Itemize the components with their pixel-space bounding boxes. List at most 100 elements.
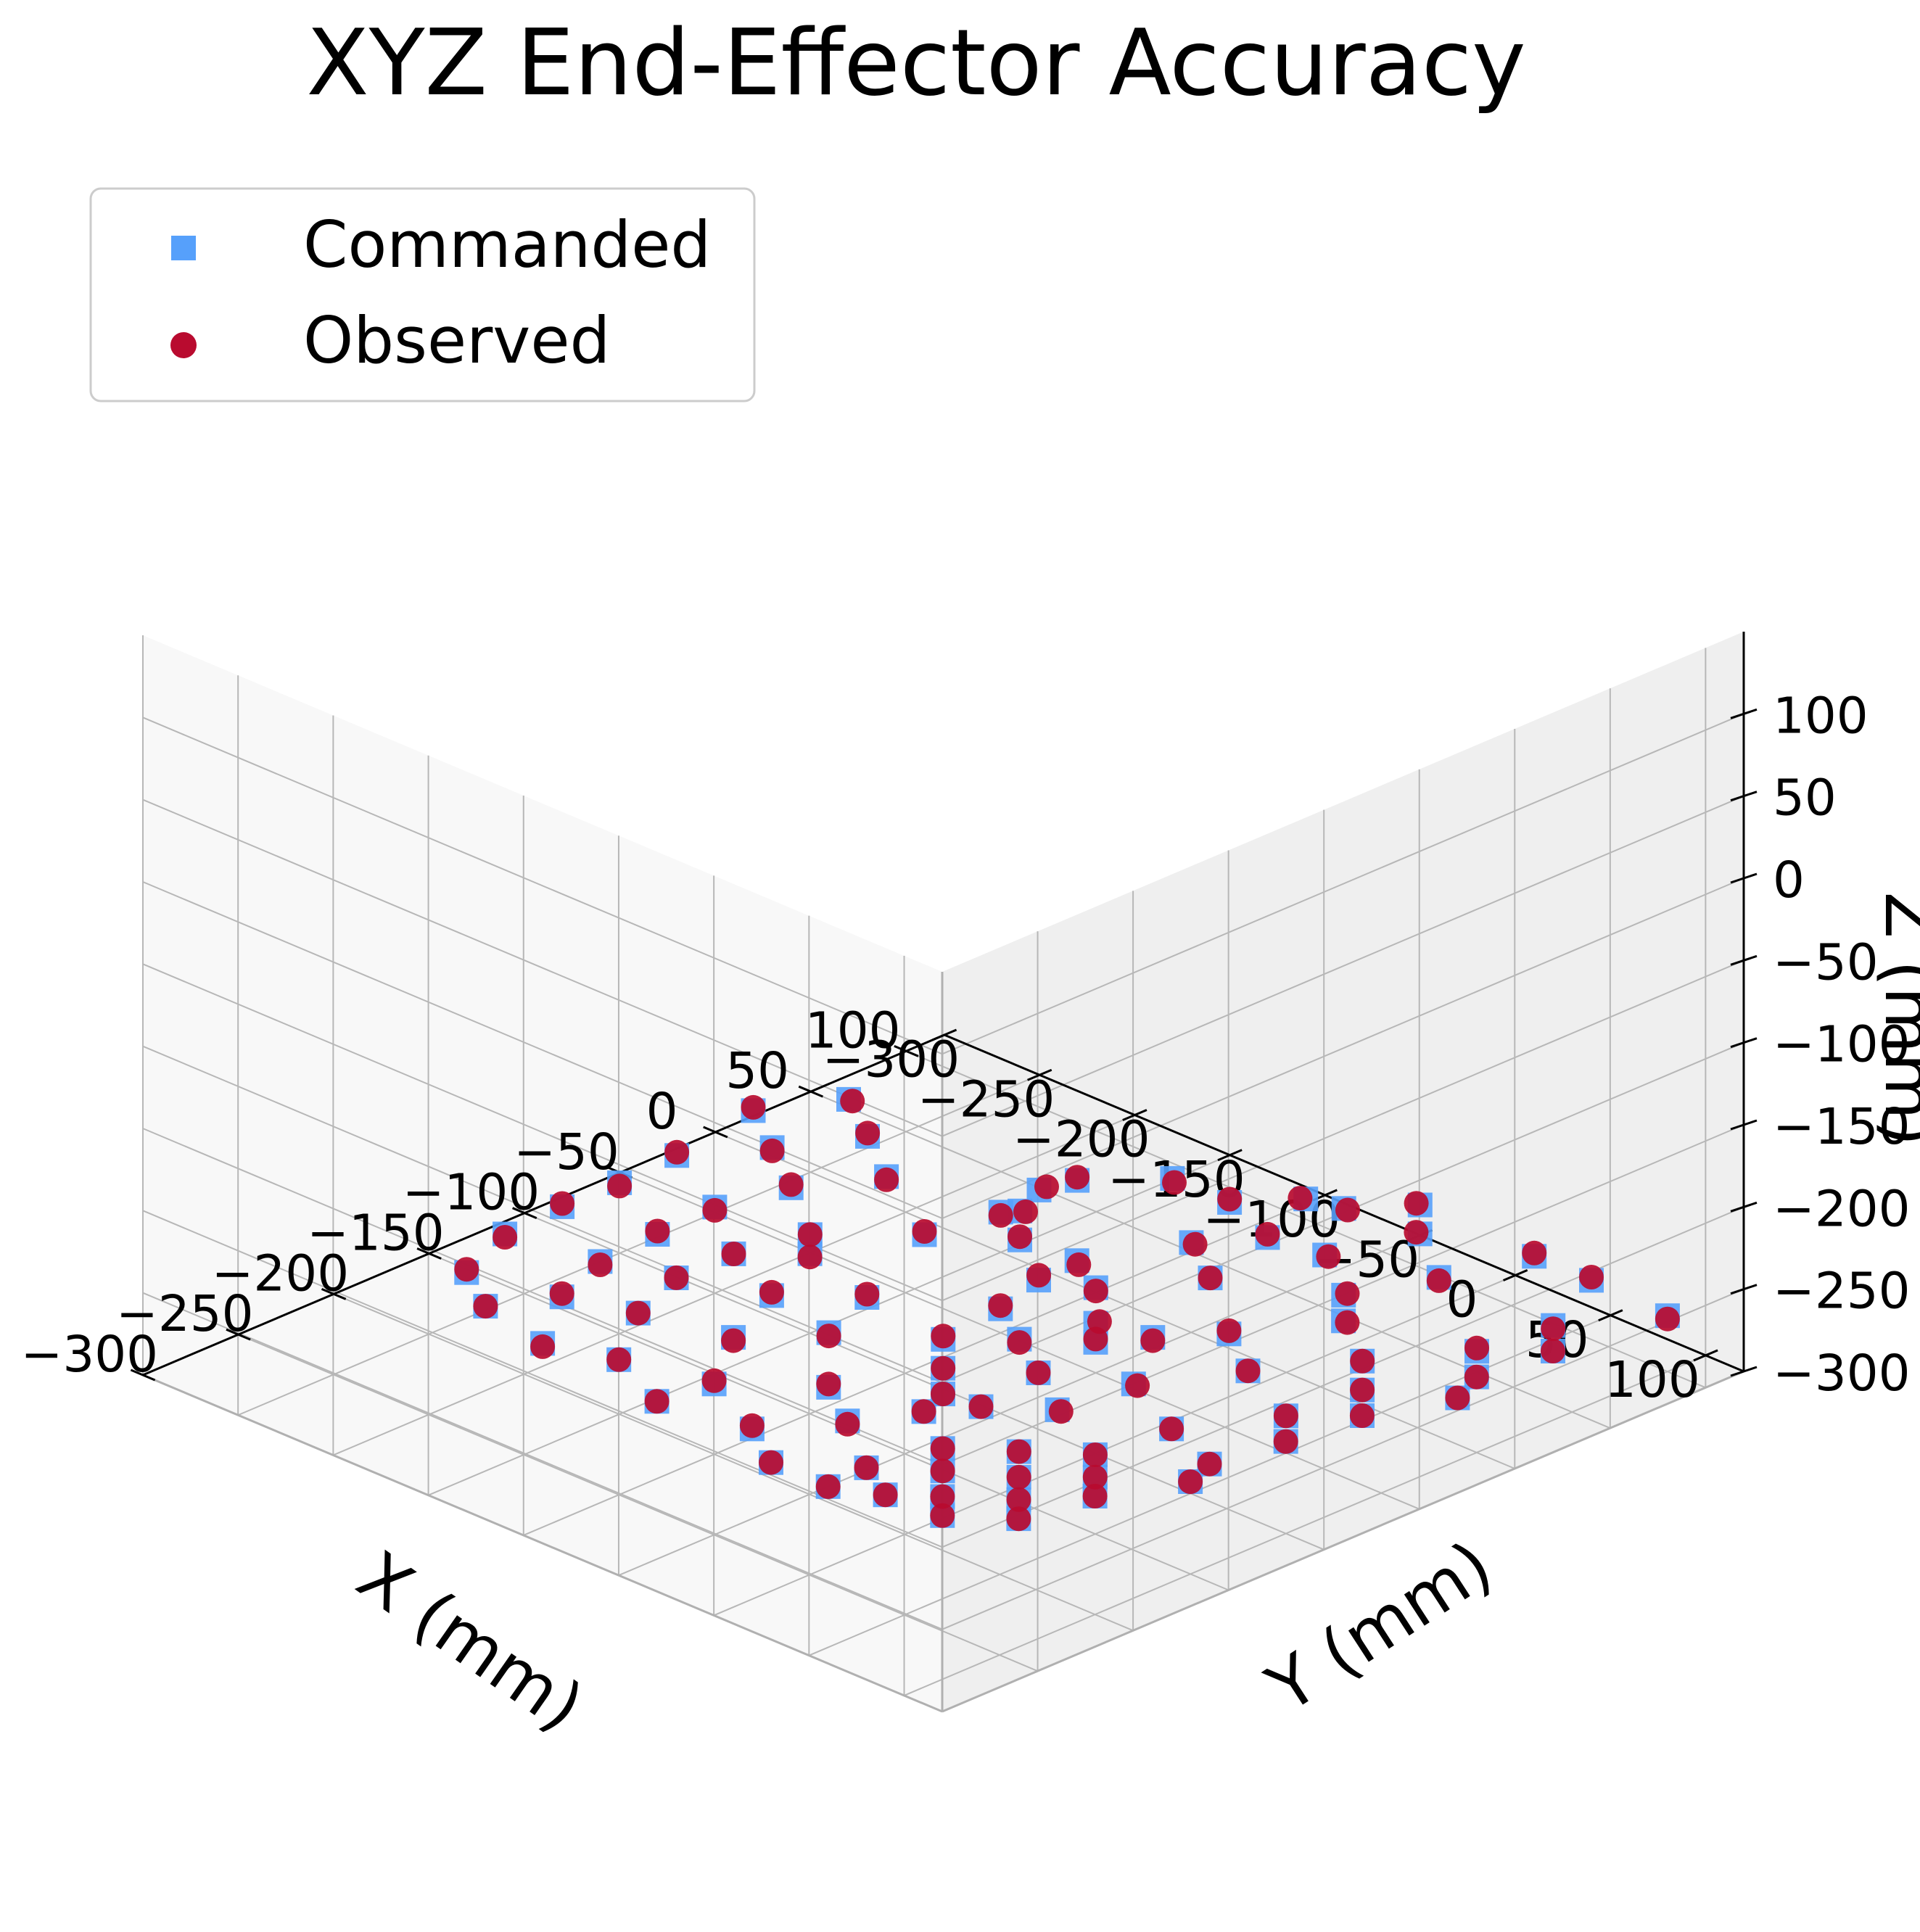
z-tick — [1730, 1366, 1758, 1377]
grid-line-floor-y — [618, 1234, 1421, 1577]
y-tick-label: −250 — [918, 1070, 1055, 1128]
observed-point — [1579, 1265, 1604, 1289]
observed-point — [1426, 1268, 1451, 1293]
x-tick-label: −200 — [212, 1244, 350, 1303]
observed-point — [911, 1399, 936, 1424]
observed-point — [625, 1300, 651, 1326]
observed-point — [473, 1294, 498, 1319]
observed-point — [454, 1257, 479, 1282]
observed-point — [840, 1089, 865, 1114]
observed-point — [1008, 1224, 1032, 1250]
observed-point — [873, 1482, 898, 1508]
y-tick — [1693, 1349, 1718, 1362]
legend-commanded-marker — [171, 236, 196, 260]
y-tick-label: −300 — [823, 1031, 960, 1089]
y-tick — [1217, 1149, 1243, 1162]
observed-point — [1522, 1240, 1547, 1266]
right-wall-pane — [942, 632, 1744, 1712]
observed-point — [1541, 1316, 1566, 1342]
observed-point — [988, 1202, 1013, 1228]
data-points — [454, 1086, 1680, 1532]
chart-title: XYZ End-Effector Accuracy — [306, 9, 1525, 116]
observed-point — [1007, 1330, 1032, 1355]
observed-point — [1216, 1318, 1242, 1343]
grid-line-left-z — [142, 798, 943, 1137]
x-tick — [703, 1126, 728, 1139]
observed-point — [1404, 1220, 1429, 1245]
observed-point — [930, 1503, 955, 1528]
x-tick-label: −50 — [514, 1123, 619, 1181]
observed-point — [931, 1382, 955, 1407]
observed-point — [1350, 1377, 1375, 1403]
observed-point — [855, 1120, 881, 1146]
observed-point — [968, 1394, 994, 1419]
observed-point — [1048, 1399, 1074, 1424]
observed-point — [1255, 1221, 1280, 1247]
observed-point — [1006, 1506, 1031, 1532]
observed-point — [530, 1334, 556, 1359]
observed-point — [1083, 1326, 1108, 1352]
observed-point — [721, 1328, 746, 1353]
observed-point — [854, 1455, 879, 1480]
x-tick-label: −150 — [307, 1204, 445, 1262]
observed-point — [1013, 1199, 1038, 1224]
y-tick-label: 100 — [1604, 1351, 1700, 1409]
z-axis-label: Z (mm) — [1869, 892, 1920, 1147]
y-tick — [1027, 1068, 1052, 1081]
z-tick — [1730, 954, 1758, 966]
observed-point — [1140, 1328, 1166, 1353]
x-tick-label: −100 — [403, 1164, 540, 1222]
observed-point — [1273, 1429, 1298, 1454]
observed-point — [1541, 1339, 1565, 1363]
observed-point — [606, 1347, 632, 1372]
x-tick-label: −250 — [116, 1285, 254, 1343]
x-tick-label: −300 — [21, 1326, 159, 1384]
observed-point — [1404, 1191, 1429, 1216]
grid-line-left-z — [142, 881, 943, 1219]
z-tick-label: −50 — [1773, 933, 1879, 991]
grid-line-floor-y — [713, 1274, 1516, 1617]
z-tick-label: −100 — [1773, 1016, 1911, 1074]
x-tick — [512, 1207, 537, 1220]
observed-point — [816, 1324, 841, 1349]
observed-point — [1197, 1451, 1222, 1477]
observed-point — [931, 1324, 956, 1349]
y-tick-label: −200 — [1013, 1111, 1150, 1169]
observed-point — [1182, 1231, 1208, 1257]
x-tick — [130, 1368, 156, 1382]
grid-line-right-z — [942, 878, 1744, 1219]
observed-point — [1066, 1252, 1092, 1277]
pane-edge-floor-left — [142, 1374, 943, 1713]
observed-point — [1464, 1364, 1489, 1390]
observed-point — [1082, 1464, 1108, 1490]
grid-line-left-z — [142, 1210, 943, 1548]
observed-point — [1198, 1266, 1223, 1291]
z-tick — [1730, 790, 1758, 802]
y-tick — [1598, 1309, 1623, 1322]
observed-point — [759, 1279, 784, 1305]
observed-point — [1273, 1403, 1298, 1429]
observed-point — [759, 1138, 785, 1163]
observed-point — [930, 1484, 955, 1509]
z-tick-label: −300 — [1773, 1345, 1911, 1403]
observed-point — [778, 1172, 804, 1197]
z-tick — [1730, 1284, 1758, 1295]
z-tick-label: 0 — [1773, 851, 1805, 909]
z-tick-label: −250 — [1773, 1263, 1911, 1321]
observed-point — [931, 1355, 956, 1381]
observed-point — [1082, 1442, 1108, 1467]
y-tick-label: 0 — [1446, 1271, 1478, 1329]
observed-point — [835, 1411, 860, 1437]
legend-commanded-label: Commanded — [303, 207, 711, 282]
observed-point — [1125, 1373, 1150, 1398]
grid-line-right-z — [942, 1206, 1744, 1548]
legend-frame — [89, 187, 756, 402]
legend-observed-label: Observed — [303, 303, 610, 378]
observed-point — [493, 1225, 518, 1250]
observed-point — [854, 1281, 880, 1307]
z-tick-label: −200 — [1773, 1180, 1911, 1238]
z-tick — [1730, 1119, 1758, 1131]
x-tick — [226, 1328, 251, 1341]
observed-point — [664, 1265, 689, 1290]
